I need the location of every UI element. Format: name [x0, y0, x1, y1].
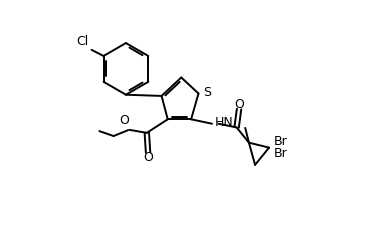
Text: Br: Br — [273, 147, 287, 160]
Text: O: O — [143, 152, 153, 164]
Text: Cl: Cl — [77, 35, 89, 47]
Text: O: O — [119, 114, 129, 127]
Text: HN: HN — [215, 117, 234, 129]
Text: O: O — [235, 98, 245, 110]
Text: Br: Br — [273, 135, 287, 148]
Text: S: S — [203, 86, 211, 98]
